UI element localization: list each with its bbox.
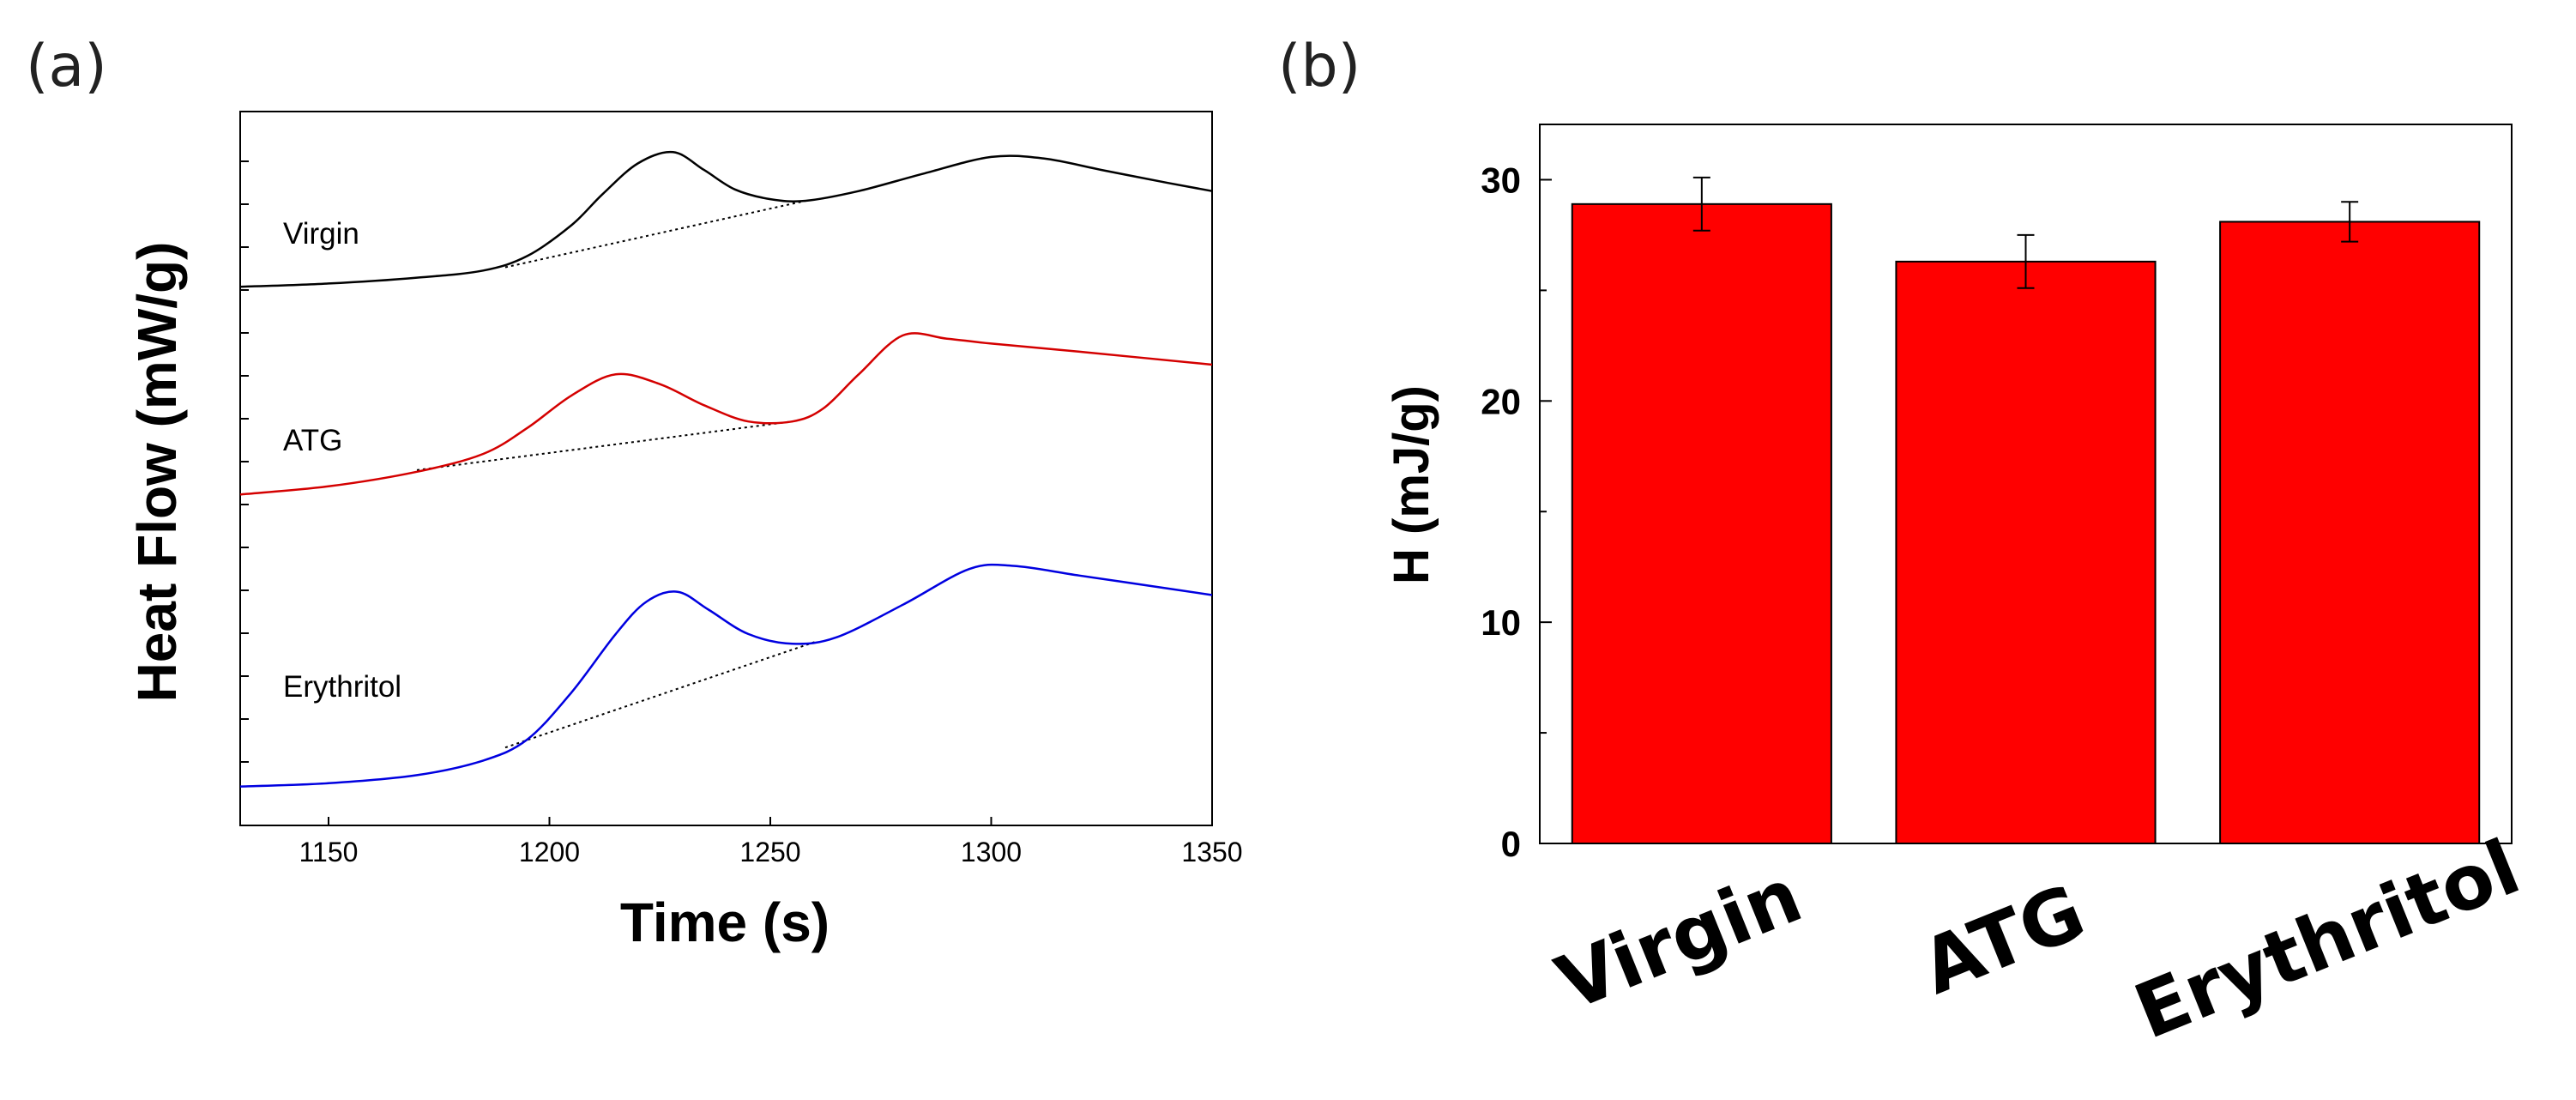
baseline-virgin: [504, 200, 806, 269]
panel-a: (a) 1150 1200 1250 1300 1350 Virgin ATG Eryt…: [26, 33, 1243, 953]
x-tick-label: 1250: [739, 837, 800, 867]
panel-a-plot-frame: [239, 111, 1213, 826]
baseline-atg: [416, 420, 793, 471]
bar-virgin: [1571, 202, 1832, 845]
panel-b-y-ticks: 0 10 20 30: [1481, 160, 1552, 864]
x-tick-label: 1200: [519, 837, 580, 867]
panel-a-x-axis-title: Time (s): [620, 891, 830, 953]
category-label-atg: ATG: [1909, 867, 2096, 1012]
panel-a-label: (a): [26, 33, 107, 100]
b-y-tick-label: 10: [1481, 602, 1521, 643]
panel-b-label: (b): [1278, 33, 1360, 100]
category-label-erythritol: Erythritol: [2123, 823, 2531, 1056]
category-label-virgin: Virgin: [1545, 851, 1813, 1028]
panel-a-x-ticks: 1150 1200 1250 1300 1350: [299, 817, 1243, 867]
panel-a-series: [239, 150, 1213, 788]
x-tick-label: 1300: [961, 837, 1022, 867]
panel-a-y-axis-title: Heat Flow (mW/g): [126, 242, 188, 703]
panel-b-category-labels: Virgin ATG Erythritol: [1545, 823, 2531, 1056]
panel-b-bars: [1571, 202, 2481, 845]
series-line-atg: [239, 332, 1213, 496]
bar-atg: [1895, 260, 2157, 844]
b-y-tick-label: 30: [1481, 160, 1521, 200]
panel-a-y-ticks: [240, 160, 249, 763]
series-line-virgin: [239, 150, 1213, 288]
panel-a-baselines: [416, 200, 815, 749]
series-label-virgin: Virgin: [283, 217, 359, 251]
bar-erythritol: [2219, 221, 2481, 844]
x-tick-label: 1350: [1181, 837, 1242, 867]
series-line-erythritol: [239, 563, 1213, 788]
series-label-atg: ATG: [283, 424, 342, 457]
panel-b-error-bars: [1692, 176, 2359, 289]
x-tick-label: 1150: [299, 837, 359, 867]
panel-b-y-axis-title: H (mJ/g): [1384, 385, 1439, 584]
b-y-tick-label: 20: [1481, 381, 1521, 421]
b-y-tick-label: 0: [1501, 824, 1521, 864]
panel-b: (b) 0 10 20 30 Virgin ATG Erythritol H (mJ/g): [1278, 33, 2531, 1056]
baseline-erythritol: [504, 641, 815, 749]
series-label-erythritol: Erythritol: [283, 670, 401, 704]
